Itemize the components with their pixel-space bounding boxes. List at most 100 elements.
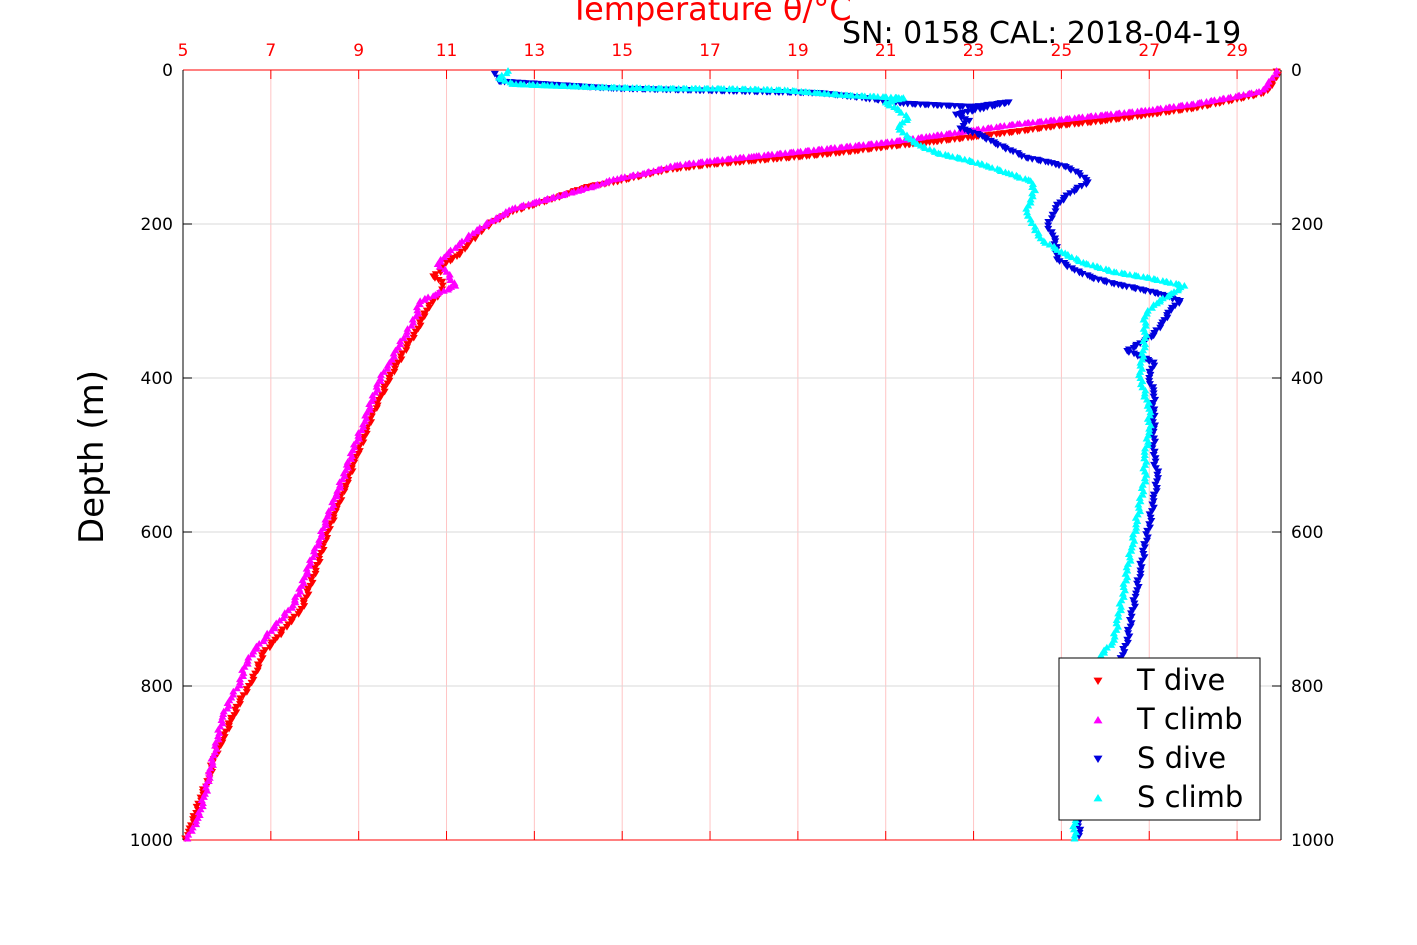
- data-point: [1231, 92, 1240, 100]
- data-point: [1008, 170, 1017, 178]
- data-point: [1134, 272, 1143, 280]
- data-point: [461, 246, 470, 253]
- data-point: [809, 146, 818, 153]
- data-point: [1055, 122, 1064, 130]
- data-point: [1110, 632, 1119, 640]
- data-point: [1215, 95, 1224, 103]
- data-point: [1096, 651, 1105, 659]
- chart-subtitle: SN: 0158 CAL: 2018-04-19: [842, 16, 1241, 51]
- data-point: [1141, 444, 1150, 452]
- x-top-tick-label: 19: [787, 41, 809, 61]
- data-point: [1070, 831, 1079, 839]
- y-axis-label: Depth (m): [72, 370, 112, 544]
- data-point: [1193, 99, 1202, 107]
- data-point: [383, 365, 392, 372]
- data-point: [754, 85, 763, 93]
- data-point: [1084, 260, 1093, 268]
- x-top-tick-label: 23: [963, 41, 985, 61]
- data-point: [1153, 471, 1162, 479]
- data-point: [851, 142, 860, 149]
- data-point: [413, 306, 422, 314]
- data-point: [439, 263, 448, 270]
- legend-marker: [1093, 715, 1103, 724]
- data-point: [347, 452, 356, 459]
- data-point: [480, 222, 489, 229]
- data-point: [429, 292, 438, 299]
- data-point: [277, 631, 286, 639]
- data-point: [1028, 189, 1037, 197]
- data-point: [324, 510, 333, 517]
- x-top-tick-label: 27: [1138, 41, 1160, 61]
- data-point: [1272, 67, 1281, 74]
- data-point: [1271, 70, 1280, 78]
- data-point: [205, 770, 214, 778]
- data-point: [282, 623, 291, 631]
- data-point: [1047, 229, 1056, 236]
- data-point: [192, 817, 201, 824]
- data-point: [1156, 324, 1165, 332]
- data-point: [1022, 205, 1031, 212]
- data-point: [259, 637, 268, 645]
- data-point: [324, 507, 333, 514]
- series-s-climb: [495, 67, 1189, 842]
- data-point: [1109, 629, 1118, 637]
- data-point: [1028, 180, 1037, 187]
- data-point: [472, 227, 481, 235]
- data-point: [434, 276, 443, 284]
- data-point: [428, 299, 437, 306]
- data-point: [649, 167, 658, 174]
- legend-label-s-climb: S climb: [1137, 780, 1243, 814]
- data-point: [695, 84, 704, 92]
- data-point: [471, 235, 480, 243]
- data-point: [1069, 822, 1078, 830]
- data-point: [1112, 616, 1121, 623]
- x-top-tick-label: 17: [699, 41, 721, 61]
- data-point: [349, 440, 358, 448]
- data-point: [968, 158, 977, 165]
- data-point: [638, 170, 647, 177]
- data-point: [201, 780, 210, 788]
- y-right-tick-label: 0: [1291, 61, 1302, 81]
- data-point: [204, 767, 213, 775]
- y-right-tick-label: 1000: [1291, 831, 1334, 851]
- data-point: [792, 87, 801, 95]
- data-point: [1125, 270, 1134, 278]
- data-point: [1153, 276, 1162, 283]
- data-point: [1067, 253, 1076, 261]
- data-point: [1174, 102, 1183, 110]
- data-point: [1151, 438, 1160, 446]
- data-point: [390, 368, 399, 376]
- data-point: [317, 530, 326, 537]
- y-right-tick-label: 600: [1291, 523, 1323, 543]
- data-point: [719, 85, 728, 92]
- legend: T dive T climb S dive S climb: [1058, 657, 1261, 821]
- legend-marker: [1093, 677, 1103, 686]
- data-point: [354, 432, 363, 439]
- x-top-tick-label: 11: [436, 41, 458, 61]
- data-point: [921, 144, 930, 152]
- data-point: [446, 276, 455, 284]
- data-point: [836, 143, 845, 151]
- data-point: [1140, 389, 1149, 397]
- data-point: [623, 84, 632, 91]
- data-point: [183, 834, 192, 842]
- legend-label-t-climb: T climb: [1136, 702, 1243, 736]
- data-point: [964, 134, 973, 142]
- data-point: [1138, 481, 1147, 488]
- data-point: [1051, 208, 1060, 216]
- data-point: [1023, 208, 1032, 216]
- data-point: [1152, 488, 1161, 495]
- data-point: [733, 85, 742, 92]
- legend-box: [1058, 657, 1261, 821]
- data-point: [291, 593, 300, 600]
- y-right-tick-label: 800: [1291, 677, 1323, 697]
- data-point: [948, 152, 957, 160]
- data-point: [1005, 121, 1014, 129]
- data-point: [1151, 455, 1160, 462]
- data-point: [1146, 408, 1155, 416]
- data-point: [860, 92, 869, 100]
- data-point: [1127, 543, 1136, 551]
- data-point: [1122, 563, 1131, 571]
- data-point: [1163, 293, 1172, 300]
- x-top-tick-label: 29: [1226, 41, 1248, 61]
